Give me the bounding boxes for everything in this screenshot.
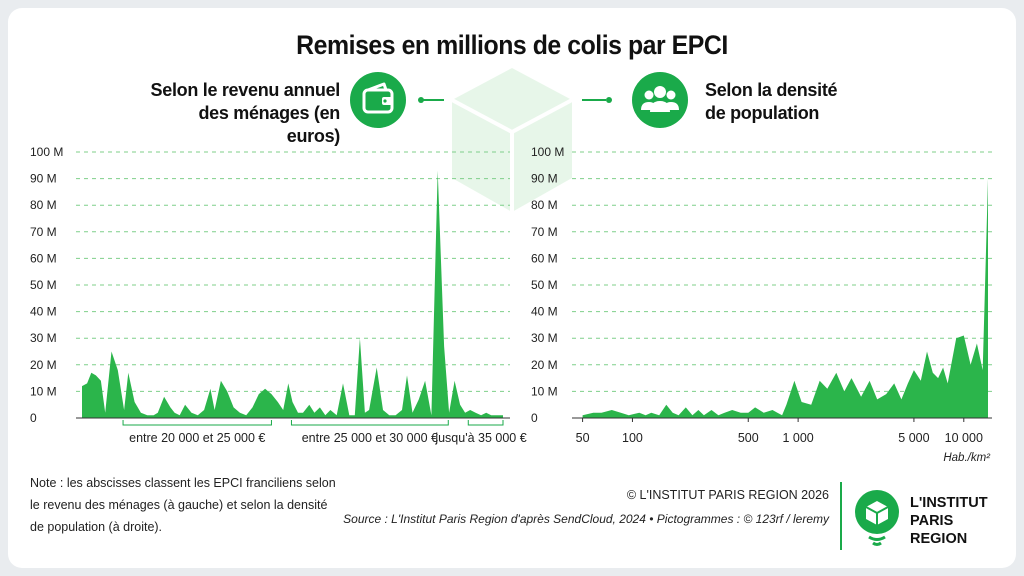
left-x-group-label: entre 25 000 et 30 000 € <box>302 431 438 445</box>
left-group-bracket <box>468 420 503 425</box>
copyright: © L'INSTITUT PARIS REGION 2026 <box>627 488 829 502</box>
box-watermark-icon <box>452 68 572 212</box>
left-group-bracket <box>291 420 448 425</box>
right-y-tick-label: 40 M <box>531 305 558 319</box>
right-y-tick-label: 0 <box>531 411 538 425</box>
left-y-tick-label: 50 M <box>30 278 57 292</box>
left-x-group-label: jusqu'à 35 000 € <box>434 431 526 445</box>
left-x-group-label: entre 20 000 et 25 000 € <box>129 431 265 445</box>
right-x-axis-label: Hab./km² <box>943 452 991 464</box>
right-x-tick-label: 5 000 <box>898 431 929 445</box>
right-y-tick-label: 80 M <box>531 198 558 212</box>
right-y-tick-label: 20 M <box>531 358 558 372</box>
right-chart: 0 10 M 20 M 30 M 40 M 50 M 60 M 70 M 80 M 90 M 100… <box>531 145 992 464</box>
logo-line2: PARIS <box>910 512 988 530</box>
source: Source : L'Institut Paris Region d'après… <box>343 512 829 526</box>
left-y-tick-label: 20 M <box>30 358 57 372</box>
institut-logo-icon <box>852 488 902 555</box>
right-y-tick-label: 70 M <box>531 225 558 239</box>
left-area <box>82 171 503 418</box>
left-y-tick-label: 90 M <box>30 172 57 186</box>
right-x-tick-label: 1 000 <box>782 431 813 445</box>
right-x-tick-label: 10 000 <box>945 431 983 445</box>
right-y-tick-label: 50 M <box>531 278 558 292</box>
right-y-tick-label: 90 M <box>531 172 558 186</box>
logo-line3: REGION <box>910 530 988 548</box>
footnote: Note : les abscisses classent les EPCI f… <box>30 472 340 538</box>
right-y-tick-label: 100 M <box>531 145 564 159</box>
logo-divider <box>840 482 842 550</box>
right-y-tick-label: 30 M <box>531 331 558 345</box>
right-x-tick-label: 100 <box>622 431 643 445</box>
left-y-tick-label: 70 M <box>30 225 57 239</box>
institut-logo-text: L'INSTITUT PARIS REGION <box>910 494 988 548</box>
left-y-tick-label: 100 M <box>30 145 63 159</box>
left-y-tick-label: 80 M <box>30 198 57 212</box>
right-x-tick-label: 500 <box>738 431 759 445</box>
right-x-tick-label: 50 <box>576 431 590 445</box>
right-area <box>583 179 988 418</box>
left-y-tick-label: 60 M <box>30 251 57 265</box>
left-y-tick-label: 0 <box>30 411 37 425</box>
logo-line1: L'INSTITUT <box>910 494 988 512</box>
left-y-tick-label: 40 M <box>30 305 57 319</box>
left-chart: 0 10 M 20 M 30 M 40 M 50 M 60 M 70 M 80 M 90 M 100… <box>30 145 527 445</box>
left-group-bracket <box>123 420 271 425</box>
right-y-tick-label: 10 M <box>531 384 558 398</box>
left-y-tick-label: 30 M <box>30 331 57 345</box>
left-y-tick-label: 10 M <box>30 384 57 398</box>
right-y-tick-label: 60 M <box>531 251 558 265</box>
